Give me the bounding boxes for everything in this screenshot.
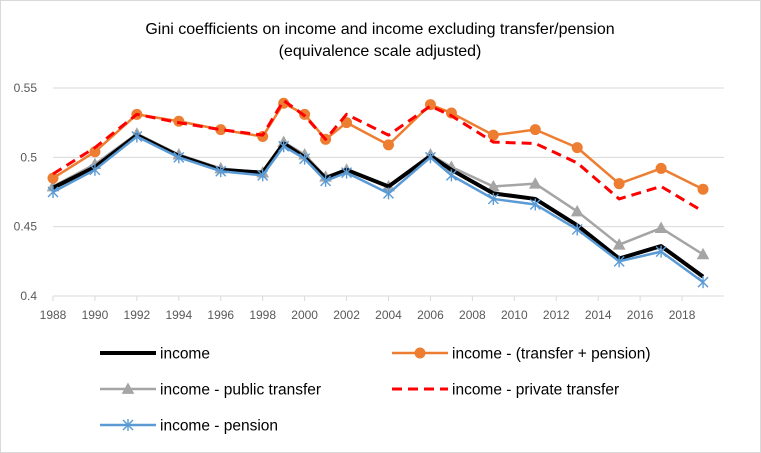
data-point bbox=[47, 186, 59, 198]
chart-title-line-1: Gini coefficients on income and income e… bbox=[145, 21, 614, 38]
legend-item: income bbox=[100, 346, 210, 363]
legend-marker bbox=[414, 347, 426, 359]
data-point bbox=[487, 192, 499, 205]
data-point bbox=[89, 163, 101, 176]
legend-marker bbox=[122, 419, 134, 431]
data-point bbox=[173, 151, 185, 164]
x-tick-label: 1998 bbox=[249, 308, 276, 322]
legend-label: income bbox=[160, 346, 210, 363]
legend-label: income - (transfer + pension) bbox=[452, 346, 651, 363]
data-point bbox=[383, 139, 394, 151]
legend-item: income - pension bbox=[100, 418, 278, 435]
y-tick-label: 0.5 bbox=[20, 150, 37, 164]
y-tick-label: 0.4 bbox=[20, 289, 37, 303]
data-point bbox=[571, 142, 583, 154]
y-tick-label: 0.55 bbox=[14, 81, 38, 95]
legend-label: income - pension bbox=[160, 418, 278, 435]
data-point bbox=[299, 152, 311, 165]
x-tick-label: 1992 bbox=[124, 308, 151, 322]
x-tick-label: 1994 bbox=[165, 308, 192, 322]
legend-item: income - public transfer bbox=[100, 382, 321, 399]
data-point bbox=[383, 187, 394, 200]
series-line bbox=[52, 132, 704, 256]
data-point bbox=[215, 165, 227, 178]
x-tick-label: 2002 bbox=[333, 308, 360, 322]
data-point bbox=[257, 169, 269, 182]
legend-label: income - public transfer bbox=[160, 382, 321, 399]
data-point bbox=[341, 117, 353, 129]
chart-title-line-2: (equivalence scale adjusted) bbox=[279, 43, 482, 60]
series-income-public-transfer bbox=[46, 127, 710, 260]
x-tick-label: 2014 bbox=[585, 308, 612, 322]
data-point bbox=[341, 166, 353, 179]
data-point bbox=[613, 255, 625, 268]
data-point bbox=[487, 129, 499, 141]
legend-label: income - private transfer bbox=[452, 382, 619, 399]
data-point bbox=[655, 162, 667, 174]
series-line bbox=[52, 135, 704, 284]
data-point bbox=[570, 204, 584, 217]
data-point bbox=[654, 221, 668, 233]
data-point bbox=[320, 174, 332, 187]
y-tick-label: 0.45 bbox=[14, 220, 38, 234]
axes: 0.4 0.45 0.5 0.55 1988 1990 1992 1994 1996 1998 20… bbox=[14, 81, 724, 322]
data-point bbox=[278, 140, 290, 153]
series-layer bbox=[46, 97, 710, 289]
data-point bbox=[424, 151, 436, 164]
x-tick-label: 2010 bbox=[501, 308, 528, 322]
data-point bbox=[655, 245, 667, 258]
x-tick-label: 2000 bbox=[291, 308, 318, 322]
series-income-private-transfer bbox=[52, 98, 704, 213]
legend-item: income - (transfer + pension) bbox=[392, 346, 651, 363]
x-tick-label: 1996 bbox=[207, 308, 234, 322]
x-tick-label: 2016 bbox=[627, 308, 654, 322]
legend-item: income - private transfer bbox=[392, 382, 619, 399]
series-line bbox=[52, 98, 704, 213]
data-point bbox=[697, 183, 709, 195]
data-point bbox=[696, 247, 710, 260]
x-tick-label: 1990 bbox=[82, 308, 109, 322]
data-point bbox=[612, 238, 626, 250]
x-tick-label: 2008 bbox=[459, 308, 486, 322]
series-income bbox=[52, 133, 705, 279]
series-line bbox=[52, 133, 705, 279]
legend: income income - (transfer + pension) incom… bbox=[100, 346, 651, 435]
chart-title: Gini coefficients on income and income e… bbox=[145, 21, 614, 60]
data-point bbox=[528, 177, 542, 189]
x-tick-label: 2012 bbox=[543, 308, 570, 322]
data-point bbox=[529, 198, 541, 211]
data-point bbox=[613, 178, 625, 190]
data-point bbox=[529, 124, 541, 136]
x-tick-label: 2004 bbox=[375, 308, 402, 322]
legend-marker bbox=[121, 382, 135, 394]
x-tick-label: 2006 bbox=[417, 308, 444, 322]
gridlines bbox=[53, 87, 724, 228]
data-point bbox=[571, 223, 583, 236]
data-point bbox=[445, 107, 457, 119]
series-income-pension bbox=[47, 130, 709, 289]
data-point bbox=[131, 130, 143, 143]
data-point bbox=[47, 172, 59, 184]
data-point bbox=[486, 179, 500, 192]
x-tick-label: 2018 bbox=[669, 308, 696, 322]
x-tick-label: 1988 bbox=[40, 308, 67, 322]
data-point bbox=[445, 169, 457, 182]
data-point bbox=[697, 276, 709, 289]
series-income-transfer-pension bbox=[47, 97, 709, 195]
